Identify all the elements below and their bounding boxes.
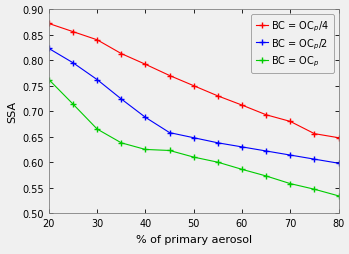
BC = OC$_p$/4 (216, 95, 220, 98)
BC = OC$_p$/2 (216, 142, 220, 145)
BC = OC$_p$/2 (95, 79, 99, 82)
BC = OC$_p$ (216, 161, 220, 164)
BC = OC$_p$/4 (264, 114, 268, 117)
Y-axis label: SSA: SSA (7, 101, 17, 123)
BC = OC$_p$/2 (192, 137, 196, 140)
BC = OC$_p$/4 (336, 137, 341, 140)
BC = OC$_p$ (143, 148, 148, 151)
BC = OC$_p$/4 (312, 133, 317, 136)
BC = OC$_p$ (192, 156, 196, 159)
BC = OC$_p$/2 (312, 158, 317, 161)
Line: BC = OC$_p$: BC = OC$_p$ (45, 77, 342, 200)
BC = OC$_p$ (168, 149, 172, 152)
BC = OC$_p$ (119, 142, 124, 145)
BC = OC$_p$ (71, 103, 75, 106)
BC = OC$_p$/2 (288, 154, 292, 157)
X-axis label: % of primary aerosol: % of primary aerosol (136, 234, 252, 244)
BC = OC$_p$/2 (143, 116, 148, 119)
Line: BC = OC$_p$/4: BC = OC$_p$/4 (45, 21, 342, 142)
BC = OC$_p$/2 (240, 146, 244, 149)
BC = OC$_p$/2 (336, 162, 341, 165)
Legend: BC = OC$_p$/4, BC = OC$_p$/2, BC = OC$_p$: BC = OC$_p$/4, BC = OC$_p$/2, BC = OC$_p… (251, 15, 334, 73)
BC = OC$_p$/2 (264, 150, 268, 153)
BC = OC$_p$/2 (168, 132, 172, 135)
BC = OC$_p$/4 (71, 31, 75, 34)
BC = OC$_p$/2 (47, 48, 51, 51)
BC = OC$_p$ (288, 182, 292, 185)
BC = OC$_p$/2 (119, 98, 124, 101)
BC = OC$_p$/4 (168, 75, 172, 78)
BC = OC$_p$/2 (71, 62, 75, 65)
BC = OC$_p$/4 (47, 23, 51, 26)
BC = OC$_p$/4 (288, 120, 292, 123)
BC = OC$_p$ (264, 175, 268, 178)
BC = OC$_p$/4 (143, 64, 148, 67)
BC = OC$_p$ (95, 128, 99, 131)
BC = OC$_p$ (336, 195, 341, 198)
BC = OC$_p$ (47, 79, 51, 82)
BC = OC$_p$ (312, 188, 317, 191)
BC = OC$_p$/4 (240, 104, 244, 107)
BC = OC$_p$/4 (119, 53, 124, 56)
Line: BC = OC$_p$/2: BC = OC$_p$/2 (45, 46, 342, 167)
BC = OC$_p$ (240, 168, 244, 171)
BC = OC$_p$/4 (192, 85, 196, 88)
BC = OC$_p$/4 (95, 39, 99, 42)
